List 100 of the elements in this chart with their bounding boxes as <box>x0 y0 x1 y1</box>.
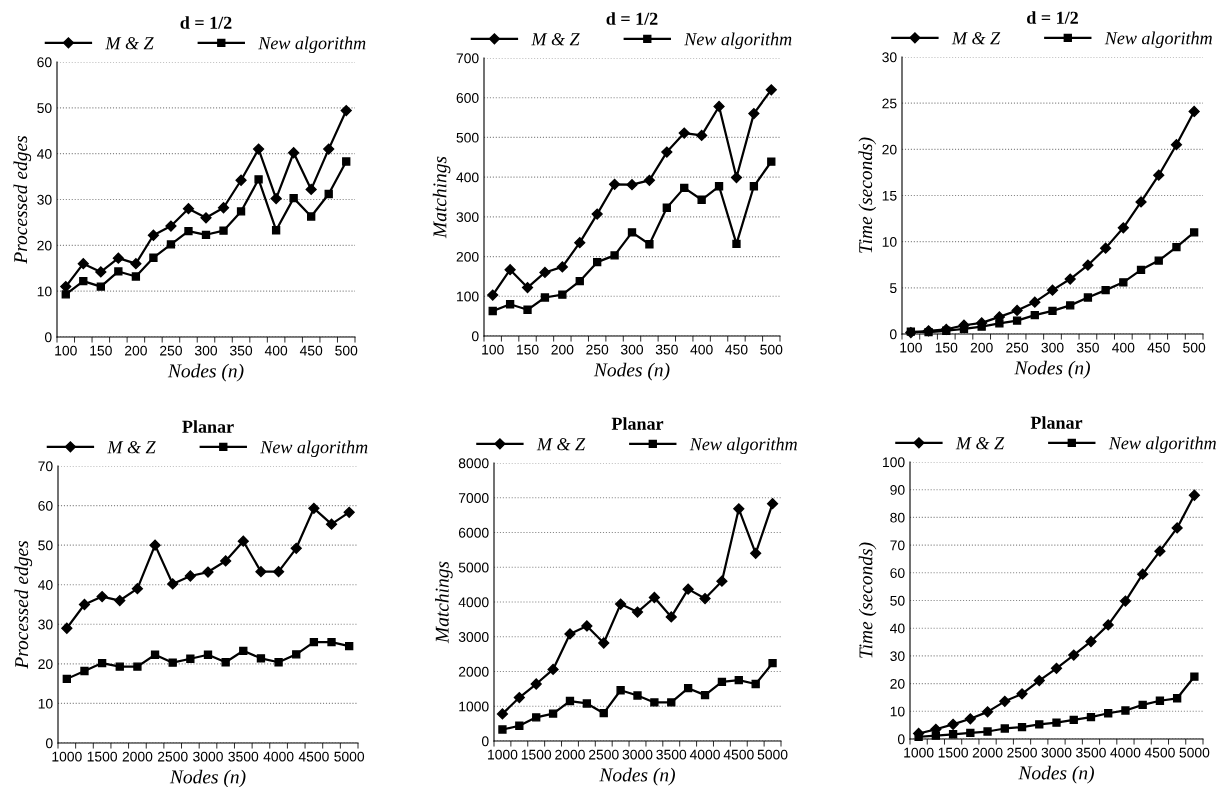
x-axis-title: Nodes (n) <box>1018 765 1094 784</box>
x-tick-label: 500 <box>1183 342 1206 353</box>
y-tick-label: 300 <box>456 212 479 223</box>
y-tick-label: 2000 <box>458 666 489 677</box>
y-tick-label: 30 <box>38 619 53 630</box>
x-tick-label: 450 <box>1147 342 1170 353</box>
x-tick-label: 150 <box>935 342 958 353</box>
y-tick-label: 30 <box>37 194 52 205</box>
x-tick-label: 2000 <box>122 751 153 762</box>
x-tick-label: 450 <box>299 345 323 356</box>
chart-title: Planar <box>611 417 664 430</box>
x-tick-label: 400 <box>1112 342 1135 353</box>
y-axis-title: Time (seconds) <box>858 542 877 658</box>
x-tick-label: 200 <box>970 342 993 353</box>
y-tick-label: 40 <box>890 623 905 634</box>
x-tick-label: 3000 <box>193 751 223 762</box>
x-tick-label: 4500 <box>298 751 329 762</box>
x-tick-label: 1000 <box>488 749 518 760</box>
x-tick-label: 150 <box>90 345 112 356</box>
x-tick-label: 200 <box>125 345 147 356</box>
y-axis-title: Matchings <box>435 561 453 644</box>
x-tick-label: 5000 <box>334 751 365 762</box>
legend-label: M & Z <box>536 438 586 451</box>
y-tick-label: 5 <box>889 283 897 293</box>
x-tick-label: 350 <box>655 344 678 355</box>
y-tick-label: 600 <box>456 93 479 103</box>
x-axis-title: Nodes (n) <box>167 363 244 382</box>
y-tick-label: 7000 <box>458 493 489 503</box>
y-axis-title: Matchings <box>432 156 451 239</box>
x-tick-label: 350 <box>1076 342 1099 353</box>
chart-title: Planar <box>182 420 234 433</box>
x-tick-label: 500 <box>760 344 783 355</box>
y-tick-label: 200 <box>456 251 479 262</box>
x-tick-label: 3500 <box>1076 747 1106 758</box>
x-tick-label: 4000 <box>689 749 720 760</box>
x-tick-label: 3500 <box>656 749 687 760</box>
x-tick-label: 1000 <box>904 747 934 758</box>
y-tick-label: 30 <box>882 52 897 63</box>
y-tick-label: 20 <box>37 240 52 251</box>
x-tick-label: 250 <box>160 345 182 356</box>
y-tick-label: 700 <box>456 53 479 64</box>
y-tick-label: 0 <box>471 331 479 342</box>
legend-label: New algorithm <box>689 437 797 454</box>
chart-title: d = 1/2 <box>1027 11 1078 24</box>
legend-label: M & Z <box>531 33 580 46</box>
x-tick-label: 1500 <box>521 749 552 760</box>
y-tick-label: 60 <box>37 57 52 68</box>
legend-label: New algorithm <box>1104 31 1212 48</box>
y-tick-label: 100 <box>457 291 479 302</box>
x-tick-label: 3000 <box>1041 747 1072 758</box>
y-tick-label: 70 <box>38 461 53 472</box>
y-tick-label: 5000 <box>458 562 489 573</box>
y-tick-label: 10 <box>37 286 52 297</box>
y-tick-label: 1000 <box>459 701 489 712</box>
x-tick-label: 300 <box>1041 342 1064 353</box>
x-tick-label: 4500 <box>1144 747 1175 758</box>
legend-label: M & Z <box>955 437 1005 450</box>
y-tick-label: 100 <box>883 457 905 468</box>
x-tick-label: 5000 <box>757 749 788 760</box>
x-tick-label: 100 <box>900 342 922 353</box>
x-tick-label: 1500 <box>87 751 118 762</box>
y-tick-label: 0 <box>45 738 53 749</box>
x-tick-label: 3000 <box>622 749 653 760</box>
y-tick-label: 3000 <box>458 632 489 642</box>
y-tick-label: 400 <box>456 172 479 183</box>
legend-label: M & Z <box>105 37 154 50</box>
y-tick-label: 500 <box>456 132 479 143</box>
x-axis-title: Nodes (n) <box>169 769 246 787</box>
x-tick-label: 2500 <box>588 749 619 760</box>
y-tick-label: 50 <box>37 103 52 113</box>
y-tick-label: 0 <box>889 329 897 340</box>
x-axis-title: Nodes (n) <box>593 362 670 381</box>
x-tick-label: 350 <box>230 345 253 356</box>
x-tick-label: 4000 <box>263 751 294 762</box>
x-tick-label: 100 <box>482 344 504 355</box>
legend-label: New algorithm <box>258 36 366 53</box>
y-tick-label: 90 <box>890 485 905 495</box>
y-tick-label: 20 <box>890 678 905 689</box>
chart-title: d = 1/2 <box>180 16 232 29</box>
y-tick-label: 8000 <box>458 458 489 469</box>
x-axis-title: Nodes (n) <box>1014 360 1090 379</box>
chart-title: d = 1/2 <box>606 12 658 25</box>
x-tick-label: 2000 <box>555 749 585 760</box>
y-tick-label: 30 <box>890 651 905 662</box>
x-tick-label: 300 <box>194 345 218 356</box>
x-tick-label: 4000 <box>1110 747 1141 758</box>
y-tick-label: 50 <box>38 540 53 551</box>
y-tick-label: 20 <box>882 144 897 155</box>
x-tick-label: 4500 <box>723 749 754 760</box>
legend-label: M & Z <box>951 32 1001 45</box>
y-axis-title: Time (seconds) <box>858 137 877 253</box>
y-tick-label: 80 <box>890 512 905 523</box>
y-tick-label: 60 <box>890 568 905 578</box>
x-tick-label: 2500 <box>157 751 188 762</box>
x-tick-label: 150 <box>517 344 539 355</box>
x-tick-label: 1500 <box>938 747 968 758</box>
legend-label: M & Z <box>107 441 156 454</box>
x-tick-label: 250 <box>586 344 609 355</box>
y-tick-label: 0 <box>481 736 489 747</box>
x-tick-label: 500 <box>335 345 358 356</box>
